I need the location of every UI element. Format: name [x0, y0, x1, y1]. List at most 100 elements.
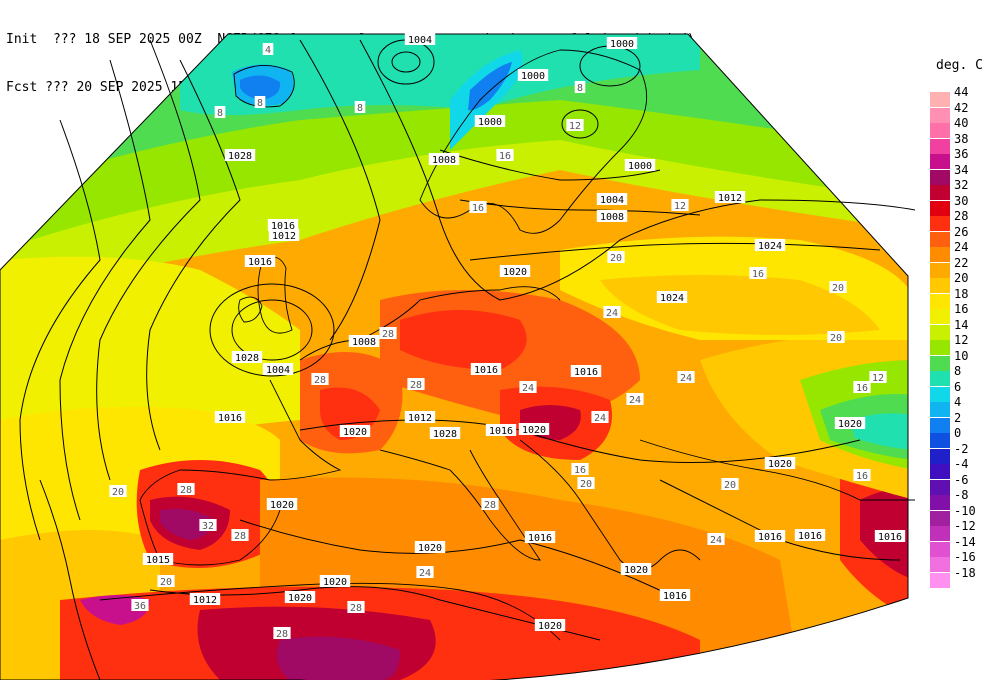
isobar-label: 1020 — [518, 423, 550, 436]
isobar-label: 1020 — [834, 417, 866, 430]
legend-level: 40 — [930, 116, 1000, 138]
legend-swatch — [930, 448, 950, 464]
isobar-label: 1000 — [606, 37, 638, 50]
svg-text:1016: 1016 — [489, 426, 513, 437]
legend-level: 38 — [930, 132, 1000, 154]
legend-label: 26 — [954, 224, 969, 239]
legend-swatch — [930, 169, 950, 185]
legend-level: 6 — [930, 380, 1000, 402]
isotherm-label: 28 — [177, 483, 195, 496]
legend-label: -16 — [954, 550, 976, 564]
legend-swatch — [930, 138, 950, 154]
legend-level: 26 — [930, 225, 1000, 247]
svg-text:16: 16 — [472, 203, 484, 214]
legend-level: -8 — [930, 488, 1000, 510]
svg-text:1020: 1020 — [503, 267, 527, 278]
legend-level: -12 — [930, 519, 1000, 541]
svg-text:24: 24 — [606, 308, 618, 319]
svg-text:1000: 1000 — [610, 39, 634, 50]
isotherm-label: 8 — [214, 106, 226, 119]
legend-label: -6 — [954, 472, 969, 487]
isobar-label: 1020 — [319, 575, 351, 588]
isobar-label: 1004 — [596, 193, 628, 206]
svg-text:20: 20 — [724, 480, 736, 491]
legend-label: 30 — [954, 193, 969, 208]
svg-text:20: 20 — [610, 253, 622, 264]
legend-label: 20 — [954, 271, 969, 285]
isobar-label: 1016 — [570, 365, 602, 378]
isobar-label: 1016 — [214, 411, 246, 424]
isobar-label: 1008 — [428, 153, 460, 166]
isotherm-label: 8 — [354, 101, 366, 114]
isotherm-label: 28 — [231, 529, 249, 542]
isobar-label: 1020 — [414, 541, 446, 554]
svg-text:16: 16 — [574, 465, 586, 476]
isobar-label: 1020 — [764, 457, 796, 470]
svg-text:1016: 1016 — [798, 531, 822, 542]
isotherm-label: 4 — [262, 43, 274, 56]
isobar-label: 1016 — [244, 255, 276, 268]
temperature-labels: 4 8 8 8 8 12 16 16 12 20 16 20 24 28 28 24 24 24 28 32 28 20 2… — [109, 43, 887, 640]
svg-text:8: 8 — [577, 83, 583, 94]
legend-swatch — [930, 464, 950, 479]
isobar-label: 1012 — [189, 593, 221, 606]
legend-swatch — [930, 107, 950, 123]
legend-unit: deg. C — [936, 58, 983, 73]
isobar-label: 1016 — [267, 219, 299, 232]
legend-swatch — [930, 541, 950, 557]
legend-label: 4 — [954, 395, 962, 409]
legend-swatch — [930, 293, 950, 309]
legend-swatch — [930, 231, 950, 247]
isotherm-label: 28 — [273, 627, 291, 640]
legend-label: 6 — [954, 379, 962, 394]
svg-text:28: 28 — [234, 531, 246, 542]
isotherm-label: 20 — [829, 281, 847, 294]
isotherm-label: 16 — [469, 201, 487, 214]
isobar-label: 1024 — [754, 239, 786, 252]
svg-text:28: 28 — [276, 629, 288, 640]
svg-text:20: 20 — [112, 487, 124, 498]
isobar-label: 1004 — [262, 363, 294, 376]
temperature-field — [0, 34, 908, 680]
svg-text:1020: 1020 — [538, 621, 562, 632]
svg-text:1004: 1004 — [266, 365, 290, 376]
svg-text:1000: 1000 — [478, 117, 502, 128]
svg-text:1016: 1016 — [663, 591, 687, 602]
legend-label: -18 — [954, 565, 976, 580]
isobar-label: 1028 — [224, 149, 256, 162]
svg-text:28: 28 — [350, 603, 362, 614]
legend-swatch — [930, 278, 950, 293]
legend-swatch — [930, 526, 950, 541]
isobar-label: 1028 — [429, 427, 461, 440]
legend-label: 44 — [954, 85, 969, 99]
legend-swatch — [930, 324, 950, 340]
isotherm-label: 8 — [254, 96, 266, 109]
isotherm-label: 20 — [827, 331, 845, 344]
svg-text:1020: 1020 — [624, 565, 648, 576]
isotherm-label: 20 — [607, 251, 625, 264]
isobar-label: 1020 — [266, 498, 298, 511]
legend-swatch — [930, 309, 950, 324]
legend-level: 10 — [930, 349, 1000, 371]
svg-text:1016: 1016 — [574, 367, 598, 378]
isobar-label: 1016 — [874, 530, 906, 543]
isotherm-label: 24 — [591, 411, 609, 424]
isotherm-label: 16 — [853, 469, 871, 482]
legend-label: 40 — [954, 116, 969, 130]
svg-text:12: 12 — [674, 201, 686, 212]
svg-text:1016: 1016 — [758, 532, 782, 543]
legend-level: -16 — [930, 550, 1000, 572]
svg-text:1028: 1028 — [228, 151, 252, 162]
legend-swatch — [930, 417, 950, 433]
isobar-label: 1016 — [659, 589, 691, 602]
legend-swatch — [930, 510, 950, 526]
legend-level: -18 — [930, 566, 1000, 588]
svg-text:24: 24 — [629, 395, 641, 406]
legend-swatch — [930, 123, 950, 138]
isobar-label: 1012 — [714, 191, 746, 204]
svg-text:1020: 1020 — [522, 425, 546, 436]
isotherm-label: 28 — [379, 327, 397, 340]
svg-text:8: 8 — [357, 103, 363, 114]
legend-level: 32 — [930, 178, 1000, 200]
isobar-label: 1016 — [794, 529, 826, 542]
